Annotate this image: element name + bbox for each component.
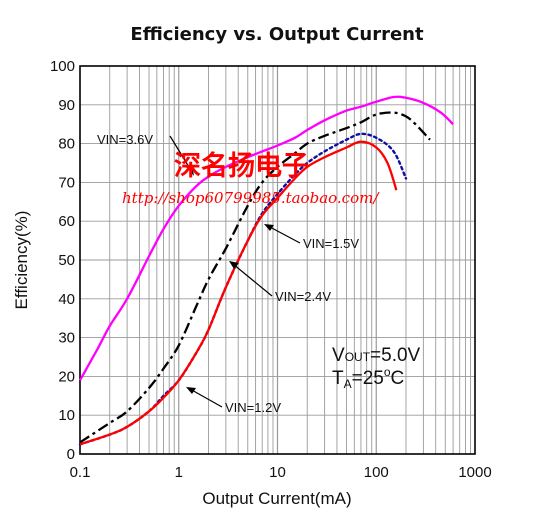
y-tick-label: 60: [58, 213, 75, 230]
y-tick-label: 10: [58, 407, 75, 424]
x-tick-label: 10: [269, 464, 286, 481]
y-tick-label: 80: [58, 136, 75, 153]
y-axis-title: Efficiency(%): [12, 211, 31, 310]
series-group: [78, 95, 454, 446]
curve-label-text: VIN=3.6V: [97, 132, 153, 147]
x-axis-title: Output Current(mA): [202, 489, 351, 508]
x-tick-label: 100: [364, 464, 389, 481]
condition-vout: VOUT=5.0V: [332, 345, 421, 366]
series-line-vin-1-2v: [79, 140, 398, 446]
curve-label-text: VIN=1.2V: [225, 400, 281, 415]
curve-label-text: VIN=2.4V: [275, 289, 331, 304]
plot-frame: [79, 65, 476, 455]
y-tick-label: 90: [58, 97, 75, 114]
x-tick-label: 0.1: [70, 464, 91, 481]
chart-title: Efficiency vs. Output Current: [130, 24, 424, 45]
y-tick-label: 20: [58, 368, 75, 385]
grid: [80, 66, 475, 454]
series-line-vin-1-5v: [79, 111, 431, 444]
x-tick-label: 1: [175, 464, 183, 481]
y-tick-label: 0: [67, 446, 75, 463]
y-tick-label: 50: [58, 252, 75, 269]
curve-label-vin-1-5v: VIN=1.5V: [264, 224, 359, 251]
curve-label-vin-2-4v: VIN=2.4V: [229, 261, 331, 304]
watermark-chinese-text: 深名扬电子: [174, 150, 309, 182]
y-tick-label: 30: [58, 330, 75, 347]
x-axis-ticks: 0.1 1 10 100 1000: [70, 464, 492, 481]
y-tick-label: 100: [50, 58, 75, 75]
y-tick-label: 40: [58, 291, 75, 308]
curve-label-vin-1-2v: VIN=1.2V: [186, 387, 281, 415]
watermark-url-text: http://shop60799985.taobao.com/: [122, 189, 380, 207]
condition-ta: TA=25oC: [332, 365, 404, 391]
x-tick-label: 1000: [458, 464, 491, 481]
curve-label-vin-3-6v: VIN=3.6V: [97, 132, 194, 176]
y-tick-label: 70: [58, 174, 75, 191]
y-axis-ticks: 0 10 20 30 40 50 60 70 80 90 100: [50, 58, 75, 463]
curve-label-text: VIN=1.5V: [303, 236, 359, 251]
series-line-vin-3-6v: [78, 95, 454, 381]
